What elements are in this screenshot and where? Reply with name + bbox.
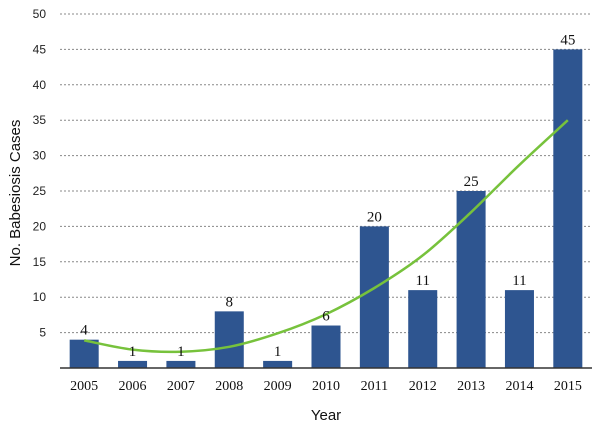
trendline-group: [83, 119, 569, 354]
bar-2013: [456, 191, 486, 368]
data-label: 45: [560, 32, 575, 48]
x-tick-label: 2008: [215, 379, 243, 394]
bar-2014: [504, 290, 534, 368]
bar-2007: [166, 360, 196, 368]
x-tick-label: 2011: [361, 379, 388, 394]
bar-2012: [408, 290, 438, 368]
bar-2005: [69, 339, 99, 368]
data-label: 1: [274, 344, 282, 360]
bar-2010: [311, 325, 341, 368]
data-label: 6: [322, 309, 330, 325]
x-tick-label: 2014: [505, 379, 533, 394]
y-axis-ticks: 5 10 15 20 25 30 35 40 45 50: [33, 7, 47, 340]
data-label: 4: [80, 323, 88, 339]
y-tick-label: 10: [33, 290, 47, 304]
bar-2011: [359, 226, 389, 368]
x-axis-ticks: 2005 2006 2007 2008 2009 2010 2011 2012 2013 2014…: [70, 379, 582, 394]
y-tick-label: 20: [33, 219, 47, 233]
data-label: 25: [464, 174, 479, 190]
data-label: 11: [416, 273, 430, 289]
x-tick-label: 2009: [264, 379, 292, 394]
data-label: 1: [129, 344, 137, 360]
y-tick-label: 30: [33, 149, 47, 163]
x-tick-label: 2007: [167, 379, 195, 394]
data-label: 1: [177, 344, 185, 360]
bar-2015: [553, 49, 583, 369]
y-axis-title: No. Babesiosis Cases: [7, 120, 24, 267]
x-tick-label: 2006: [119, 379, 147, 394]
bar-2006: [118, 360, 148, 368]
bar-2009: [263, 360, 293, 368]
y-tick-label: 25: [33, 184, 47, 198]
y-tick-label: 40: [33, 78, 47, 92]
data-label: 20: [367, 209, 382, 225]
y-tick-label: 50: [33, 7, 47, 21]
x-tick-label: 2015: [554, 379, 582, 394]
data-label: 11: [512, 273, 526, 289]
x-axis-title: Year: [311, 407, 341, 424]
x-tick-label: 2013: [457, 379, 485, 394]
x-tick-label: 2005: [70, 379, 98, 394]
data-label: 8: [226, 294, 234, 310]
trendline: [83, 119, 569, 354]
y-tick-label: 45: [33, 42, 47, 56]
x-tick-label: 2012: [409, 379, 437, 394]
bar-2008: [214, 311, 244, 368]
x-tick-label: 2010: [312, 379, 340, 394]
grid-lines: [60, 13, 592, 334]
y-tick-label: 5: [39, 326, 46, 340]
y-tick-label: 15: [33, 255, 47, 269]
y-tick-label: 35: [33, 113, 47, 127]
